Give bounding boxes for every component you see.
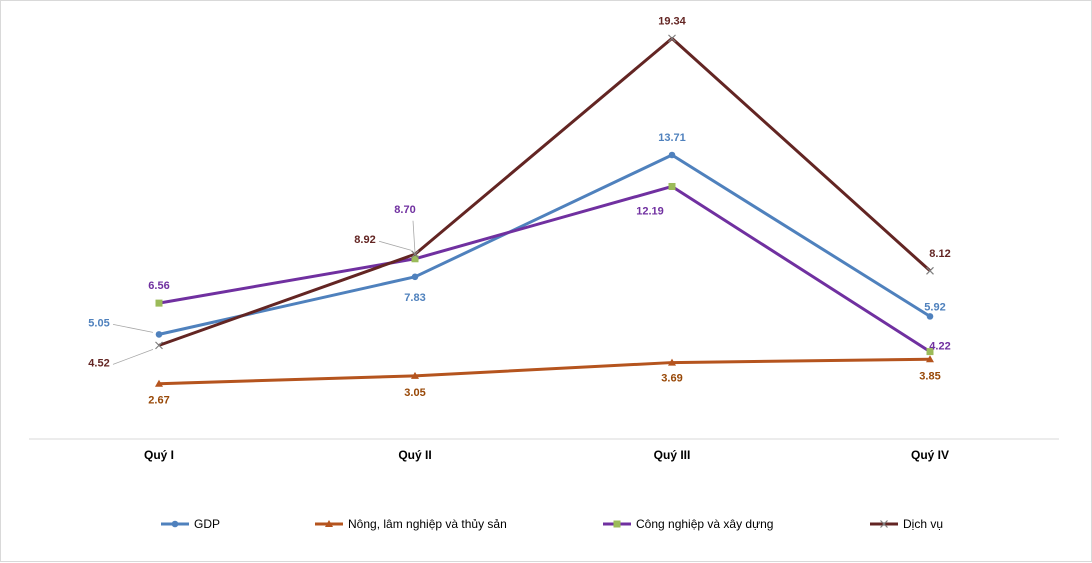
leader-line-dich-vu-2 bbox=[378, 240, 412, 251]
data-label-nong-lam-nghiep-va-thuy-san-4: 3.85 bbox=[919, 370, 940, 382]
data-point-dich-vu-4 bbox=[926, 266, 934, 275]
data-label-nong-lam-nghiep-va-thuy-san-1: 2.67 bbox=[148, 395, 169, 407]
series-line-cong-nghiep-va-xay-dung bbox=[158, 184, 931, 353]
x-tick-label-1: Quý I bbox=[144, 448, 174, 462]
data-point-dich-vu-3 bbox=[668, 34, 676, 43]
data-label-nong-lam-nghiep-va-thuy-san-3: 3.69 bbox=[661, 373, 682, 385]
data-point-gdp-2 bbox=[411, 273, 419, 281]
data-point-nong-lam-nghiep-va-thuy-san-2 bbox=[411, 371, 419, 379]
data-label-gdp-1: 5.05 bbox=[88, 317, 109, 329]
legend-label-dich-vu: Dịch vụ bbox=[903, 517, 943, 531]
data-point-nong-lam-nghiep-va-thuy-san-1 bbox=[155, 379, 163, 387]
data-label-cong-nghiep-va-xay-dung-4: 4.22 bbox=[929, 341, 950, 353]
legend-label-nong-lam-nghiep-va-thuy-san: Nông, lâm nghiệp và thủy sản bbox=[348, 517, 507, 531]
data-label-gdp-2: 7.83 bbox=[404, 292, 425, 304]
data-point-dich-vu-2 bbox=[411, 250, 419, 259]
legend-marker-nong-lam-nghiep-va-thuy-san bbox=[325, 520, 333, 527]
series-line-gdp bbox=[158, 153, 931, 336]
data-point-dich-vu-1 bbox=[155, 341, 163, 350]
data-label-dich-vu-2: 8.92 bbox=[354, 234, 375, 246]
data-label-cong-nghiep-va-xay-dung-3: 12.19 bbox=[636, 205, 664, 217]
data-label-nong-lam-nghiep-va-thuy-san-2: 3.05 bbox=[404, 387, 425, 399]
legend-label-cong-nghiep-va-xay-dung: Công nghiệp và xây dựng bbox=[636, 517, 773, 531]
data-point-gdp-4 bbox=[926, 313, 934, 320]
data-point-cong-nghiep-va-xay-dung-3 bbox=[668, 182, 676, 190]
data-label-cong-nghiep-va-xay-dung-2: 8.70 bbox=[394, 204, 415, 216]
leader-line-dich-vu-1 bbox=[112, 348, 154, 365]
data-point-gdp-3 bbox=[668, 151, 676, 159]
series-line-dich-vu bbox=[158, 36, 932, 347]
data-label-dich-vu-3: 19.34 bbox=[658, 15, 686, 27]
legend-marker-dich-vu bbox=[880, 520, 888, 528]
data-point-cong-nghiep-va-xay-dung-2 bbox=[411, 255, 419, 263]
data-label-gdp-4: 5.92 bbox=[924, 301, 945, 313]
data-label-dich-vu-1: 4.52 bbox=[88, 357, 109, 369]
data-point-gdp-1 bbox=[155, 331, 163, 338]
data-label-cong-nghiep-va-xay-dung-1: 6.56 bbox=[148, 280, 169, 292]
data-point-nong-lam-nghiep-va-thuy-san-4 bbox=[926, 355, 934, 363]
data-point-nong-lam-nghiep-va-thuy-san-3 bbox=[668, 358, 676, 366]
data-label-gdp-3: 13.71 bbox=[658, 132, 686, 144]
x-tick-label-3: Quý III bbox=[654, 448, 691, 462]
legend-marker-cong-nghiep-va-xay-dung bbox=[613, 520, 621, 528]
series-line-nong-lam-nghiep-va-thuy-san bbox=[158, 357, 931, 386]
data-label-dich-vu-4: 8.12 bbox=[929, 248, 950, 260]
leader-line-gdp-1 bbox=[112, 324, 154, 333]
data-point-cong-nghiep-va-xay-dung-4 bbox=[926, 348, 934, 356]
x-tick-label-4: Quý IV bbox=[911, 448, 949, 462]
x-tick-label-2: Quý II bbox=[398, 448, 431, 462]
legend-marker-gdp bbox=[171, 520, 179, 528]
leader-line-cong-nghiep-va-xay-dung-2 bbox=[412, 220, 416, 253]
legend-label-gdp: GDP bbox=[194, 517, 220, 531]
data-point-cong-nghiep-va-xay-dung-1 bbox=[155, 299, 163, 307]
